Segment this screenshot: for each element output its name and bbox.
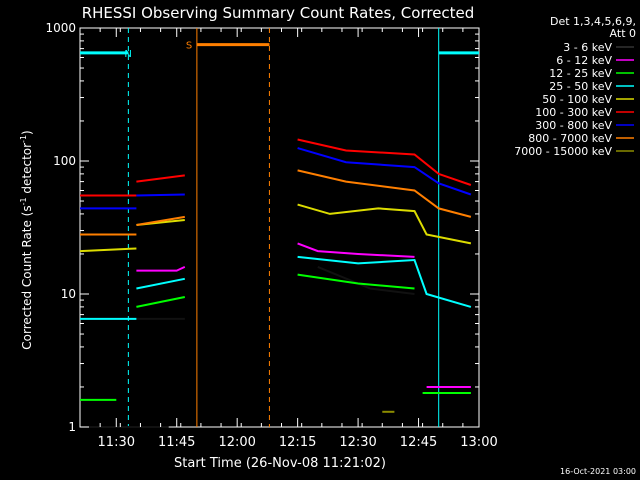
series-line xyxy=(136,265,186,272)
y-tick-label: 100 xyxy=(53,154,76,168)
x-tick-label: 12:30 xyxy=(339,435,376,450)
plot-frame xyxy=(79,27,480,428)
legend-entry-label: 12 - 25 keV xyxy=(549,67,612,80)
series-line xyxy=(136,174,185,183)
series-line xyxy=(297,169,472,218)
x-tick-label: 11:30 xyxy=(98,435,135,450)
series-line xyxy=(297,147,472,196)
legend-entry-label: 25 - 50 keV xyxy=(549,80,612,93)
legend-entry-label: 800 - 7000 keV xyxy=(528,132,612,145)
legend-entry-label: 7000 - 15000 keV xyxy=(514,145,612,158)
series-line xyxy=(136,277,185,290)
series-line xyxy=(136,193,185,197)
series-line xyxy=(297,138,472,186)
x-tick-label: 11:45 xyxy=(158,435,195,450)
legend-header-line-2: Att 0 xyxy=(610,27,636,40)
y-tick-label: 1 xyxy=(68,420,76,434)
legend-entry-label: 100 - 300 keV xyxy=(535,106,612,119)
series-line xyxy=(136,296,186,308)
x-tick-label: 12:15 xyxy=(279,435,316,450)
x-tick-label: 13:00 xyxy=(460,435,497,450)
render-timestamp: 16-Oct-2021 03:00 xyxy=(560,467,636,476)
legend-header-line-1: Det 1,3,4,5,6,9, xyxy=(550,15,636,28)
y-axis-label: Corrected Count Rate (s-1 detector-1) xyxy=(19,130,34,349)
x-axis-label: Start Time (26-Nov-08 11:21:02) xyxy=(174,456,386,471)
flag-label: N xyxy=(124,49,131,60)
flag-label: S xyxy=(186,41,192,52)
series-line xyxy=(297,273,415,290)
series-line xyxy=(297,242,415,258)
x-tick-label: 12:45 xyxy=(400,435,437,450)
legend-entry-label: 300 - 800 keV xyxy=(535,119,612,132)
series-line xyxy=(317,265,415,295)
legend-entry-label: 50 - 100 keV xyxy=(542,93,612,106)
x-tick-label: 12:00 xyxy=(218,435,255,450)
y-tick-label: 1000 xyxy=(45,21,76,35)
series-line xyxy=(297,203,472,245)
y-tick-label: 10 xyxy=(61,287,76,301)
legend-entry-label: 3 - 6 keV xyxy=(563,41,612,54)
series-line xyxy=(297,255,472,308)
chart-title: RHESSI Observing Summary Count Rates, Co… xyxy=(82,4,475,22)
legend-entry-label: 6 - 12 keV xyxy=(556,54,612,67)
series-line xyxy=(136,215,185,226)
series-line xyxy=(79,247,137,253)
